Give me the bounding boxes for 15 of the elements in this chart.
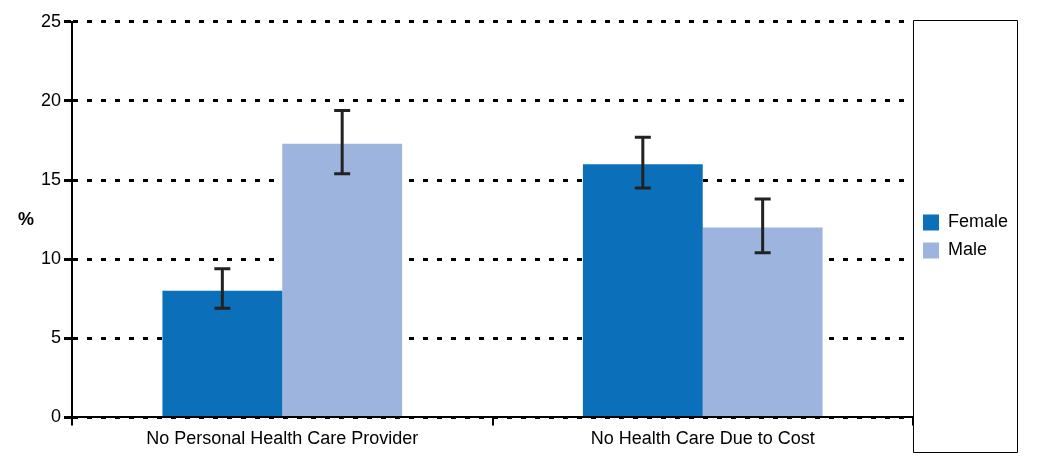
y-tick-label: 10	[40, 248, 62, 269]
bar	[162, 290, 283, 416]
bar	[582, 164, 703, 416]
y-tick-label: 20	[40, 89, 62, 110]
y-tick-label: 15	[40, 169, 62, 190]
y-tick-label: 0	[51, 406, 62, 427]
x-tick-label: No Health Care Due to Cost	[590, 428, 815, 449]
bar	[702, 227, 823, 416]
y-axis-title: %	[17, 208, 35, 229]
y-tick-label: 5	[51, 327, 62, 348]
y-tick-label: 25	[40, 10, 62, 31]
bar	[282, 143, 403, 416]
legend-label: Female	[947, 211, 1009, 232]
x-tick-label: No Personal Health Care Provider	[146, 428, 419, 449]
legend-label: Male	[947, 239, 987, 260]
